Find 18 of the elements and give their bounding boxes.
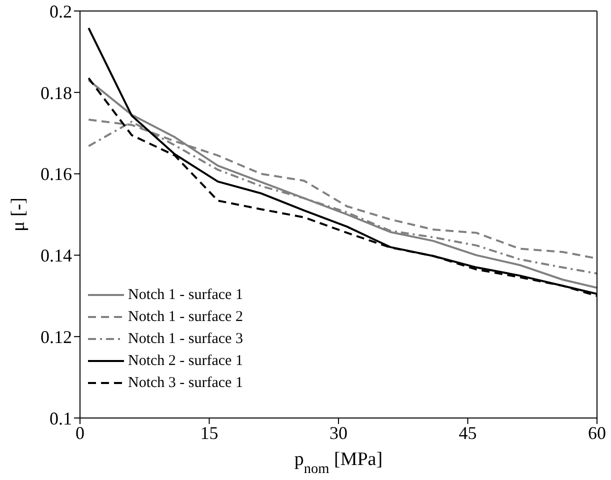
legend-label: Notch 1 - surface 1 [128, 286, 243, 304]
y-tick-label: 0.1 [50, 408, 72, 428]
x-tick-label: 0 [76, 422, 84, 443]
y-axis-title: μ [-] [8, 198, 29, 232]
legend-label: Notch 1 - surface 2 [128, 308, 243, 326]
y-tick-label: 0.14 [40, 246, 72, 266]
x-tick-label: 45 [458, 422, 477, 443]
legend-label: Notch 1 - surface 3 [128, 330, 243, 348]
x-tick-label: 60 [588, 422, 606, 443]
x-tick-label: 15 [200, 422, 218, 443]
x-axis-title: p$_{nom}$ [MPa] [294, 449, 383, 477]
y-tick-label: 0.12 [40, 326, 72, 347]
y-tick-label: 0.18 [40, 82, 72, 103]
legend-label: Notch 2 - surface 1 [128, 352, 243, 370]
x-tick-label: 30 [330, 422, 348, 443]
y-tick-label: 0.2 [50, 1, 72, 22]
legend-label: Notch 3 - surface 1 [128, 374, 243, 392]
y-tick-label: 0.16 [40, 164, 72, 184]
